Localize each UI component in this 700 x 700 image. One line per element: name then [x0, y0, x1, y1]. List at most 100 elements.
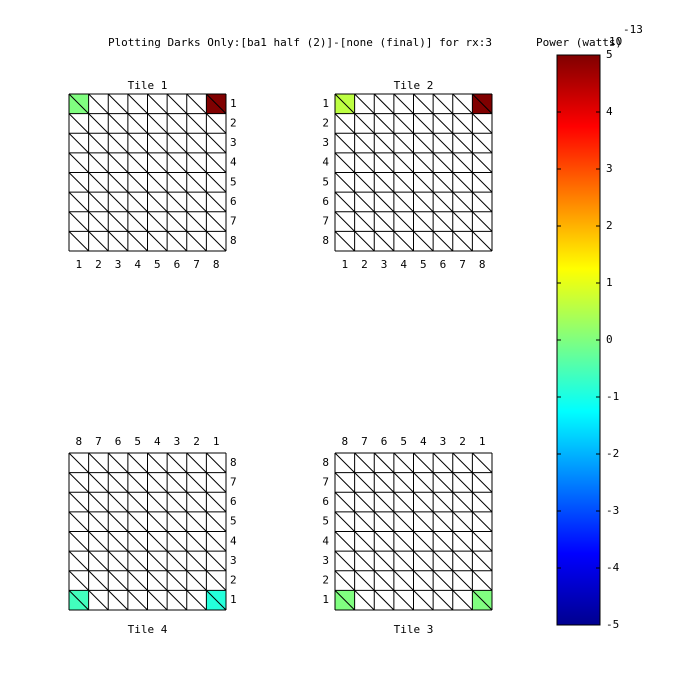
cell-diagonal: [186, 452, 207, 473]
cell-diagonal: [373, 590, 395, 611]
cell-diagonal: [206, 491, 227, 513]
cell-diagonal: [334, 531, 355, 552]
cell-diagonal: [354, 191, 375, 213]
cell-diagonal: [432, 211, 454, 232]
cell-diagonal: [432, 113, 454, 134]
cell-diagonal: [452, 172, 473, 193]
cell-diagonal: [166, 93, 188, 114]
col-label: 7: [193, 258, 200, 271]
cell-diagonal: [334, 570, 355, 591]
chart-title: Plotting Darks Only:[ba1 half (2)]-[none…: [108, 36, 492, 49]
cell-diagonal: [68, 452, 89, 473]
cell-diagonal: [393, 152, 414, 173]
row-label: 6: [322, 195, 329, 208]
cell-diagonal: [127, 191, 148, 213]
cell-diagonal: [206, 132, 227, 154]
cell-diagonal: [88, 191, 109, 213]
cell-diagonal: [166, 472, 188, 493]
col-label: 6: [440, 258, 447, 271]
cell-diagonal: [334, 550, 355, 572]
cell-diagonal: [373, 191, 395, 213]
cell-diagonal: [393, 491, 414, 513]
cell-diagonal: [68, 491, 89, 513]
row-label: 5: [230, 175, 237, 188]
cell-diagonal: [127, 113, 148, 134]
cell-diagonal: [206, 452, 227, 473]
cell-diagonal: [393, 132, 414, 154]
cell-diagonal: [354, 531, 375, 552]
cell-diagonal: [373, 152, 395, 173]
cell-diagonal: [127, 590, 148, 611]
cell-diagonal: [88, 211, 109, 232]
cell-diagonal: [68, 472, 89, 493]
cell-diagonal: [107, 211, 129, 232]
cell-diagonal: [472, 152, 493, 173]
cell-diagonal: [206, 550, 227, 572]
cell-diagonal: [127, 132, 148, 154]
cell-diagonal: [393, 191, 414, 213]
cell-diagonal: [413, 570, 434, 591]
cell-diagonal: [373, 511, 395, 532]
cell-diagonal: [186, 570, 207, 591]
colorbar-exponent-base: 10: [609, 35, 622, 48]
cell-diagonal: [354, 132, 375, 154]
cell-diagonal: [373, 132, 395, 154]
row-label: 1: [230, 97, 237, 110]
col-label: 3: [381, 258, 388, 271]
row-label: 6: [322, 495, 329, 508]
cell-diagonal: [88, 550, 109, 572]
cell-diagonal: [334, 152, 355, 173]
cell-diagonal: [354, 491, 375, 513]
cell-diagonal: [206, 231, 227, 252]
cell-diagonal: [107, 132, 129, 154]
col-label: 1: [76, 258, 83, 271]
cell-diagonal: [147, 113, 168, 134]
col-label: 2: [95, 258, 102, 271]
cell-diagonal: [452, 211, 473, 232]
cell-diagonal: [206, 211, 227, 232]
cell-diagonal: [147, 550, 168, 572]
cell-diagonal: [354, 452, 375, 473]
row-label: 2: [322, 574, 329, 587]
cell-diagonal: [354, 570, 375, 591]
cell-diagonal: [452, 191, 473, 213]
cell-diagonal: [88, 511, 109, 532]
cell-diagonal: [88, 172, 109, 193]
cell-diagonal: [186, 590, 207, 611]
cell-diagonal: [393, 550, 414, 572]
cell-diagonal: [147, 491, 168, 513]
cell-diagonal: [413, 452, 434, 473]
cell-diagonal: [147, 570, 168, 591]
cell-diagonal: [373, 113, 395, 134]
row-label: 6: [230, 195, 237, 208]
cell-diagonal: [432, 452, 454, 473]
cell-diagonal: [107, 152, 129, 173]
col-label: 2: [193, 435, 200, 448]
cell-diagonal: [373, 491, 395, 513]
colorbar-tick-label: 1: [606, 276, 613, 289]
cell-diagonal: [68, 531, 89, 552]
cell-diagonal: [354, 93, 375, 114]
cell-diagonal: [472, 570, 493, 591]
cell-diagonal: [147, 172, 168, 193]
cell-diagonal: [393, 590, 414, 611]
row-label: 3: [230, 554, 237, 567]
tile-title: Tile 3: [394, 623, 434, 636]
cell-diagonal: [393, 231, 414, 252]
cell-diagonal: [452, 132, 473, 154]
cell-diagonal: [107, 570, 129, 591]
cell-diagonal: [413, 113, 434, 134]
row-label: 2: [322, 116, 329, 129]
cell-diagonal: [413, 511, 434, 532]
cell-diagonal: [147, 511, 168, 532]
cell-diagonal: [206, 191, 227, 213]
cell-diagonal: [432, 231, 454, 252]
cell-diagonal: [127, 152, 148, 173]
cell-diagonal: [68, 152, 89, 173]
cell-diagonal: [452, 113, 473, 134]
cell-diagonal: [186, 132, 207, 154]
cell-diagonal: [432, 472, 454, 493]
cell-diagonal: [147, 531, 168, 552]
cell-diagonal: [452, 93, 473, 114]
col-label: 8: [213, 258, 220, 271]
